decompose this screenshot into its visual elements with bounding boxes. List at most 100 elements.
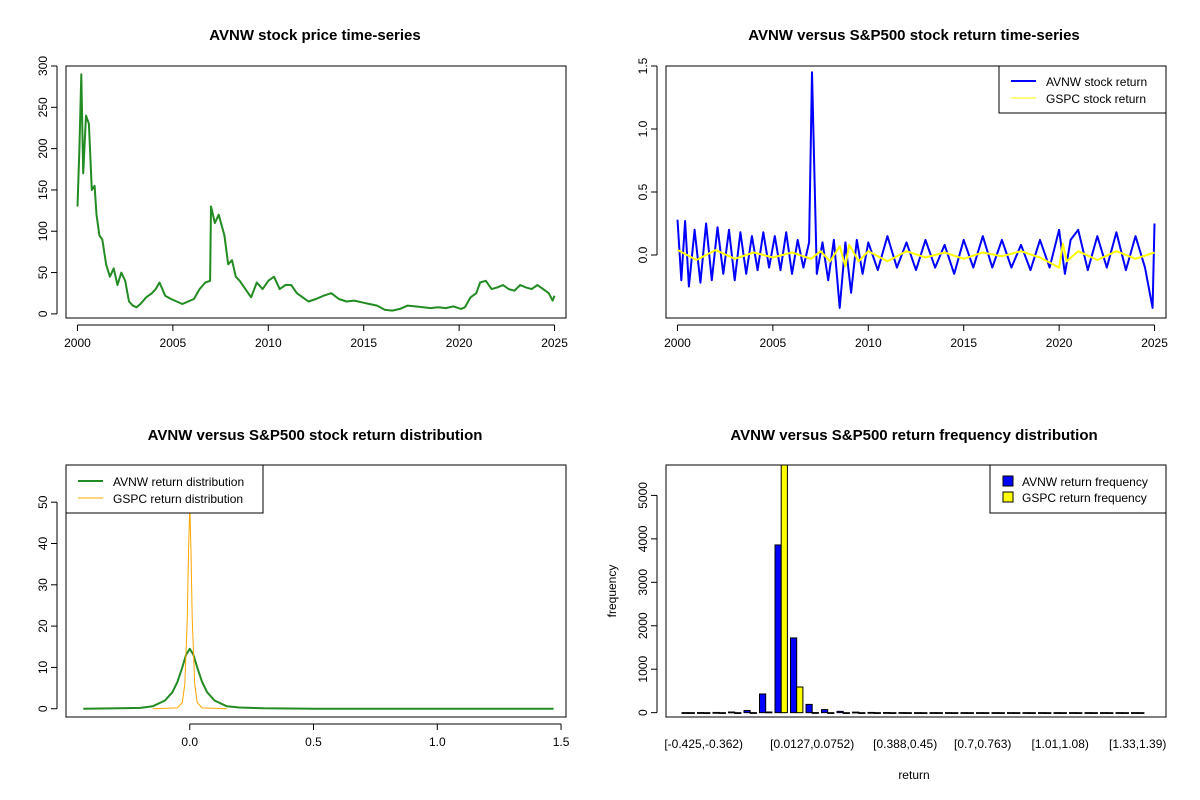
histogram-x-tick-label: [0.388,0.45): [873, 737, 937, 751]
histogram-bar-gspc: [935, 712, 943, 714]
histogram-bar-avnw: [1038, 712, 1046, 714]
histogram-y-tick-label: 4000: [636, 525, 650, 552]
histogram-legend-label-gspc: GSPC return frequency: [1022, 491, 1147, 505]
histogram-bar-avnw: [914, 712, 922, 714]
histogram-bar-avnw: [960, 712, 968, 714]
histogram-x-tick-label: [0.7,0.763): [954, 737, 1011, 751]
density-y-tick-label: 30: [36, 578, 50, 592]
returns-legend-label-avnw: AVNW stock return: [1046, 75, 1147, 89]
density-y-tick-label: 40: [36, 536, 50, 550]
histogram-bar-gspc: [1044, 712, 1052, 714]
histogram-x-tick-label: [-0.425,-0.362): [664, 737, 743, 751]
histogram-bar-gspc: [1137, 712, 1145, 714]
gspc-return-line: [677, 242, 1155, 269]
histogram-bar-avnw: [929, 712, 937, 714]
histogram-y-tick-label: 5000: [636, 482, 650, 509]
histogram-bar-gspc: [1106, 712, 1114, 714]
histogram-y-tick-label: 1000: [636, 656, 650, 683]
returns-x-tick-label: 2020: [1046, 336, 1073, 350]
histogram-bar-avnw: [1007, 712, 1015, 714]
price-x-tick-label: 2005: [160, 336, 187, 350]
density-chart-panel: AVNW versus S&P500 stock return distribu…: [36, 427, 570, 749]
histogram-bar-gspc: [889, 712, 897, 714]
histogram-bar-gspc: [842, 712, 850, 714]
histogram-bar-gspc: [1090, 712, 1098, 714]
histogram-bar-avnw: [898, 712, 906, 714]
histogram-bar-avnw: [852, 711, 860, 714]
histogram-bar-avnw: [805, 703, 813, 714]
price-y-tick-label: 100: [36, 221, 50, 241]
price-chart-title: AVNW stock price time-series: [209, 27, 420, 44]
density-y-tick-label: 50: [36, 495, 50, 509]
histogram-bar-avnw: [883, 712, 891, 714]
histogram-bar-avnw: [728, 711, 736, 714]
histogram-bar-gspc: [703, 712, 711, 714]
histogram-bar-gspc: [796, 686, 804, 714]
price-x-tick-label: 2015: [350, 336, 377, 350]
returns-x-tick-label: 2025: [1141, 336, 1168, 350]
density-x-tick-label: 1.0: [429, 735, 446, 749]
returns-chart-title: AVNW versus S&P500 stock return time-ser…: [748, 27, 1080, 44]
returns-plot-frame: [665, 65, 1167, 319]
price-y-tick-label: 300: [36, 56, 50, 76]
price-y-tick-label: 0: [36, 310, 50, 317]
histogram-bar-gspc: [1121, 712, 1129, 714]
histogram-bar-gspc: [1013, 712, 1021, 714]
histogram-legend: AVNW return frequency GSPC return freque…: [989, 464, 1167, 514]
histogram-bar-gspc: [873, 712, 881, 714]
histogram-bar-avnw: [759, 693, 767, 714]
histogram-bar-gspc: [718, 712, 726, 714]
density-legend: AVNW return distribution GSPC return dis…: [65, 464, 264, 514]
histogram-x-tick-label: [1.33,1.39): [1109, 737, 1166, 751]
returns-x-tick-label: 2010: [855, 336, 882, 350]
histogram-chart-panel: AVNW versus S&P500 return frequency dist…: [605, 427, 1167, 782]
histogram-bar-gspc: [734, 712, 742, 714]
histogram-bar-gspc: [780, 464, 788, 714]
returns-x-tick-label: 2005: [760, 336, 787, 350]
density-y-tick-label: 10: [36, 660, 50, 674]
price-chart-panel: AVNW stock price time-series 2000 2005 201…: [36, 27, 568, 350]
price-y-tick-label: 50: [36, 266, 50, 280]
histogram-bar-gspc: [966, 712, 974, 714]
histogram-bar-avnw: [836, 710, 844, 714]
returns-legend-label-gspc: GSPC stock return: [1046, 92, 1146, 106]
price-series-group: [76, 73, 556, 312]
density-axes: 0.0 0.5 1.0 1.5 0 10 20 30 40 50: [36, 495, 570, 749]
histogram-bar-avnw: [976, 712, 984, 714]
returns-axes: 2000 2005 2010 2015 2020 2025 0.0 0.5 1.0 1.5: [636, 57, 1168, 350]
histogram-legend-swatch-avnw: [1002, 475, 1014, 487]
histogram-legend-box: [989, 464, 1167, 514]
histogram-y-axis-label: frequency: [605, 565, 619, 618]
density-y-tick-label: 20: [36, 619, 50, 633]
histogram-bar-avnw: [774, 544, 782, 714]
price-line: [76, 73, 556, 312]
histogram-axes: 0 1000 2000 3000 4000 5000 [-0.425,-0.362) [0.0…: [636, 482, 1166, 751]
histogram-bar-gspc: [687, 712, 695, 714]
price-axes: 2000 2005 2010 2015 2020 2025 0 50 100 150 200 250 3…: [36, 56, 568, 350]
histogram-bar-avnw: [1084, 712, 1092, 714]
histogram-bar-gspc: [827, 712, 835, 714]
price-x-tick-label: 2020: [446, 336, 473, 350]
price-y-tick-label: 250: [36, 97, 50, 117]
returns-chart-panel: AVNW versus S&P500 stock return time-ser…: [636, 27, 1168, 350]
returns-y-tick-label: 0.0: [636, 246, 650, 263]
histogram-bar-gspc: [858, 712, 866, 714]
histogram-bar-avnw: [1069, 712, 1077, 714]
histogram-bar-gspc: [1028, 712, 1036, 714]
histogram-y-tick-label: 2000: [636, 612, 650, 639]
histogram-bars-group: [681, 464, 1145, 714]
histogram-bar-avnw: [1053, 712, 1061, 714]
histogram-bar-gspc: [1075, 712, 1083, 714]
histogram-bar-avnw: [1115, 712, 1123, 714]
histogram-bar-avnw: [945, 712, 953, 714]
returns-x-tick-label: 2000: [664, 336, 691, 350]
density-x-tick-label: 0.0: [181, 735, 198, 749]
avnw-return-line: [676, 71, 1156, 309]
histogram-bar-gspc: [765, 711, 773, 714]
price-y-tick-label: 150: [36, 180, 50, 200]
density-plot-frame: [65, 464, 567, 718]
gspc-density-line: [152, 505, 227, 710]
histogram-bar-avnw: [790, 637, 798, 714]
histogram-bar-gspc: [982, 712, 990, 714]
